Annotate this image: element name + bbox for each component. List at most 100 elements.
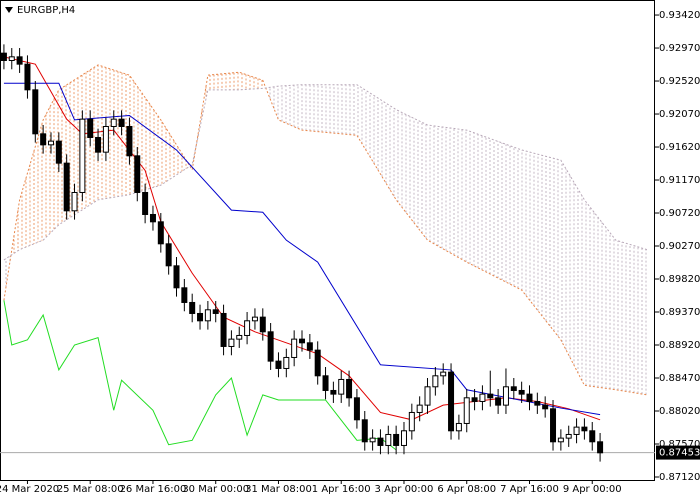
indicator-line [3, 300, 397, 451]
candle-body [149, 213, 156, 223]
candle-body [338, 378, 345, 395]
y-tick-label: 0.87120 [659, 472, 700, 483]
y-tick-label: 0.89820 [659, 274, 700, 285]
candle-body [400, 430, 407, 446]
candle-body [251, 316, 258, 322]
candle-body [95, 136, 102, 153]
candle-body [228, 338, 235, 347]
candle-body [142, 191, 149, 215]
x-tick-label: 7 Apr 16:00 [500, 484, 559, 495]
x-tick-label: 26 Mar 16:00 [120, 484, 187, 495]
candle-body [173, 265, 180, 289]
y-tick-label: 0.89370 [659, 307, 700, 318]
last-price-box [656, 445, 700, 460]
candle-body [416, 404, 423, 413]
candle-body [79, 118, 86, 193]
candle-body [487, 393, 494, 399]
candle-body [283, 356, 290, 369]
candle-body [306, 342, 313, 351]
candle-body [361, 419, 368, 443]
candle-body [463, 397, 470, 424]
candle-body [126, 125, 133, 157]
candle-body [181, 287, 188, 303]
y-tick-label: 0.87570 [659, 439, 700, 450]
candle-body [55, 140, 62, 164]
candle-body [408, 411, 415, 432]
candle-body [204, 309, 211, 322]
candle-body [291, 338, 298, 358]
candle-body [534, 400, 541, 406]
candle-body [330, 389, 337, 395]
candle-body [118, 118, 125, 127]
candle-body [102, 125, 109, 153]
candle-body [550, 408, 557, 443]
x-tick-label: 30 Mar 00:00 [182, 484, 249, 495]
x-tick-label: 25 Mar 08:00 [57, 484, 124, 495]
candle-body [189, 301, 196, 314]
candle-body [16, 56, 23, 65]
candle-body [110, 118, 117, 127]
candle-body [502, 386, 509, 406]
y-tick-label: 0.88920 [659, 340, 700, 351]
plot-frame [0, 0, 655, 481]
y-tick-label: 0.92970 [659, 43, 700, 54]
candle-body [8, 56, 15, 61]
y-tick-label: 0.92070 [659, 109, 700, 120]
candle-body [369, 437, 376, 443]
candle-body [542, 404, 549, 410]
candle-body [471, 397, 478, 402]
x-tick-label: 31 Mar 08:00 [245, 484, 312, 495]
candle-body [63, 162, 70, 212]
candle-body [353, 397, 360, 421]
candle-body [197, 312, 204, 322]
candle-body [424, 386, 431, 406]
y-tick-label: 0.90270 [659, 241, 700, 252]
y-tick-label: 0.90720 [659, 208, 700, 219]
candle-body [259, 316, 266, 333]
candle-body [455, 422, 462, 432]
y-tick-label: 0.88470 [659, 373, 700, 384]
y-tick-label: 0.93420 [659, 10, 700, 21]
candle-body [236, 334, 243, 340]
candle-body [518, 389, 525, 395]
candle-body [32, 89, 39, 135]
x-tick-label: 9 Apr 00:00 [563, 484, 622, 495]
y-tick-label: 0.91620 [659, 142, 700, 153]
candle-body [589, 430, 596, 443]
candle-body [0, 52, 7, 61]
candle-body [244, 320, 251, 336]
x-tick-label: 3 Apr 00:00 [375, 484, 434, 495]
candle-body [440, 371, 447, 377]
candle-body [165, 243, 172, 267]
candle-body [573, 426, 580, 435]
candle-body [267, 331, 274, 362]
candle-body [385, 433, 392, 446]
x-tick-label: 1 Apr 16:00 [312, 484, 371, 495]
cloud-hatch [5, 84, 647, 395]
menu-arrow[interactable] [5, 7, 13, 13]
candle-body [495, 397, 502, 406]
candle-body [40, 133, 47, 146]
candle-body [448, 371, 455, 432]
candle-body [565, 433, 572, 439]
plot-layer [0, 44, 655, 462]
candle-body [393, 433, 400, 446]
last-price-label: 0.87453 [659, 448, 700, 459]
y-tick-label: 0.88020 [659, 406, 700, 417]
candle-body [526, 393, 533, 402]
candle-body [87, 118, 94, 138]
candle-body [597, 441, 604, 454]
y-tick-label: 0.91170 [659, 175, 700, 186]
candle-body [47, 140, 54, 146]
candle-body [432, 375, 439, 388]
chart-title: EURGBP,H4 [17, 5, 75, 16]
candle-body [377, 437, 384, 446]
indicator-line [3, 64, 648, 396]
candle-body [299, 338, 306, 344]
candle-body [71, 191, 78, 212]
x-tick-label: 6 Apr 08:00 [437, 484, 496, 495]
candle-body [275, 360, 282, 369]
candle-body [212, 309, 219, 314]
candle-body [134, 155, 141, 193]
